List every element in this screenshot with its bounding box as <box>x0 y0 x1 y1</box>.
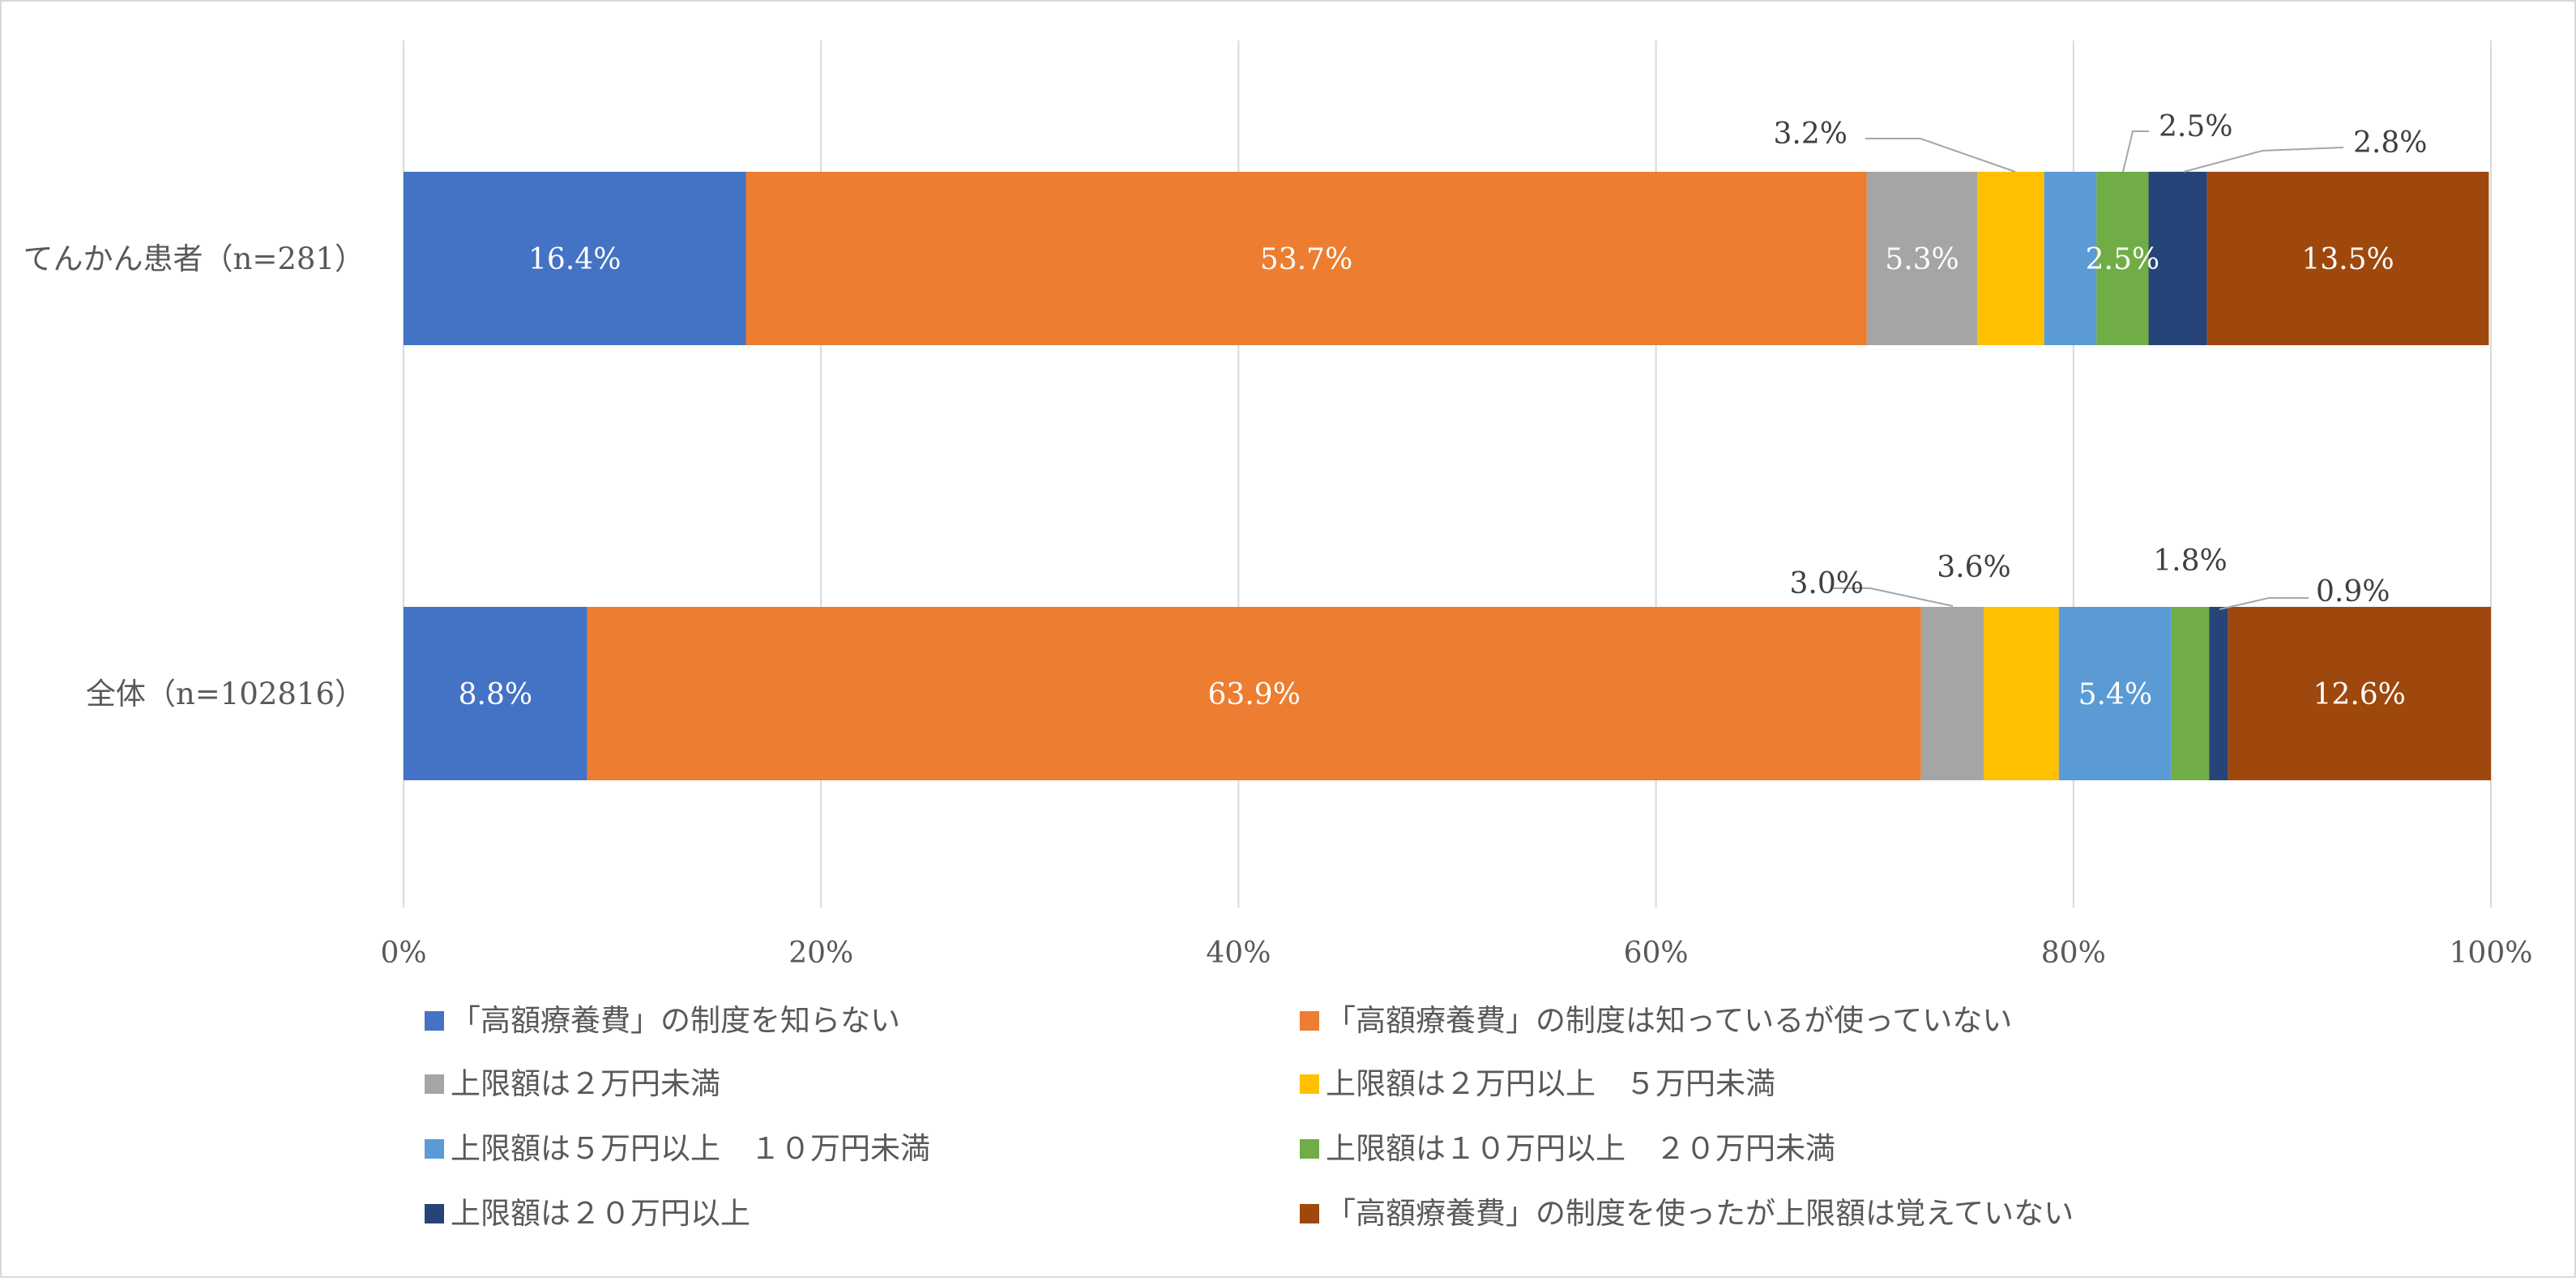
legend-swatch <box>1300 1074 1319 1094</box>
bar-segment <box>2206 172 2489 345</box>
bar-segment <box>1866 172 1978 345</box>
legend-label: 上限額は５万円以上 １０万円未満 <box>451 1131 930 1166</box>
legend-label: 「高額療養費」の制度を知らない <box>451 1003 900 1038</box>
legend-swatch <box>1300 1011 1319 1031</box>
legend-swatch <box>1300 1139 1319 1159</box>
leader-line <box>1833 587 1954 607</box>
data-label: 0.9% <box>2316 575 2390 608</box>
data-label: 3.0% <box>1790 567 1864 600</box>
legend-swatch <box>425 1011 444 1031</box>
x-tick-label: 40% <box>1206 937 1271 970</box>
bar-segment <box>404 172 746 345</box>
bar-segment <box>1977 172 2044 345</box>
legend-label: 上限額は２万円未満 <box>451 1066 720 1101</box>
leader-line <box>2183 147 2344 173</box>
x-tick-label: 20% <box>788 937 853 970</box>
legend-swatch <box>425 1204 444 1223</box>
leader-line <box>2219 597 2309 610</box>
data-label: 16.4% <box>528 243 621 276</box>
data-label: 63.9% <box>1208 678 1301 711</box>
category-label: てんかん患者（n=281） <box>23 241 365 276</box>
bar-segment <box>745 172 1867 345</box>
legend-label: 「高額療養費」の制度を使ったが上限額は覚えていない <box>1326 1196 2074 1231</box>
bar-segment <box>2209 607 2228 780</box>
data-label: 2.8% <box>2353 126 2427 160</box>
bar-segment <box>404 607 587 780</box>
x-tick-label: 100% <box>2450 937 2533 970</box>
category-label: 全体（n=102816） <box>86 677 365 711</box>
data-label: 5.3% <box>1885 243 1959 276</box>
data-label: 53.7% <box>1260 243 1352 276</box>
leader-line <box>2122 130 2149 173</box>
bar-segment <box>587 607 1921 780</box>
data-label: 3.6% <box>1937 551 2010 584</box>
data-label: 5.4% <box>2078 678 2152 711</box>
x-tick-label: 80% <box>2041 937 2106 970</box>
x-tick-label: 0% <box>380 937 426 970</box>
bar-segment <box>2044 172 2097 345</box>
bar-segment <box>1920 607 1984 780</box>
legend-swatch <box>425 1139 444 1159</box>
bar-segment <box>2058 607 2172 780</box>
x-tick-label: 60% <box>1624 937 1689 970</box>
data-label: 2.5% <box>2159 110 2232 143</box>
legend-swatch <box>1300 1204 1319 1223</box>
legend-label: 「高額療養費」の制度は知っているが使っていない <box>1326 1003 2012 1038</box>
leader-line <box>1865 138 2016 173</box>
data-label: 2.5% <box>2086 243 2159 276</box>
legend-label: 上限額は２０万円以上 <box>451 1196 750 1231</box>
bar-segment <box>2171 607 2210 780</box>
data-label: 13.5% <box>2301 243 2394 276</box>
bar-segment <box>2096 172 2149 345</box>
bar-segment <box>2148 172 2207 345</box>
bar-segment <box>1984 607 2059 780</box>
data-label: 12.6% <box>2313 678 2406 711</box>
data-label: 8.8% <box>459 678 532 711</box>
legend-swatch <box>425 1074 444 1094</box>
legend-label: 上限額は１０万円以上 ２０万円未満 <box>1326 1131 1835 1166</box>
data-label: 3.2% <box>1774 117 1848 151</box>
data-label: 1.8% <box>2153 544 2227 578</box>
bar-segment <box>2228 607 2491 780</box>
legend-label: 上限額は２万円以上 ５万円未満 <box>1326 1066 1775 1101</box>
